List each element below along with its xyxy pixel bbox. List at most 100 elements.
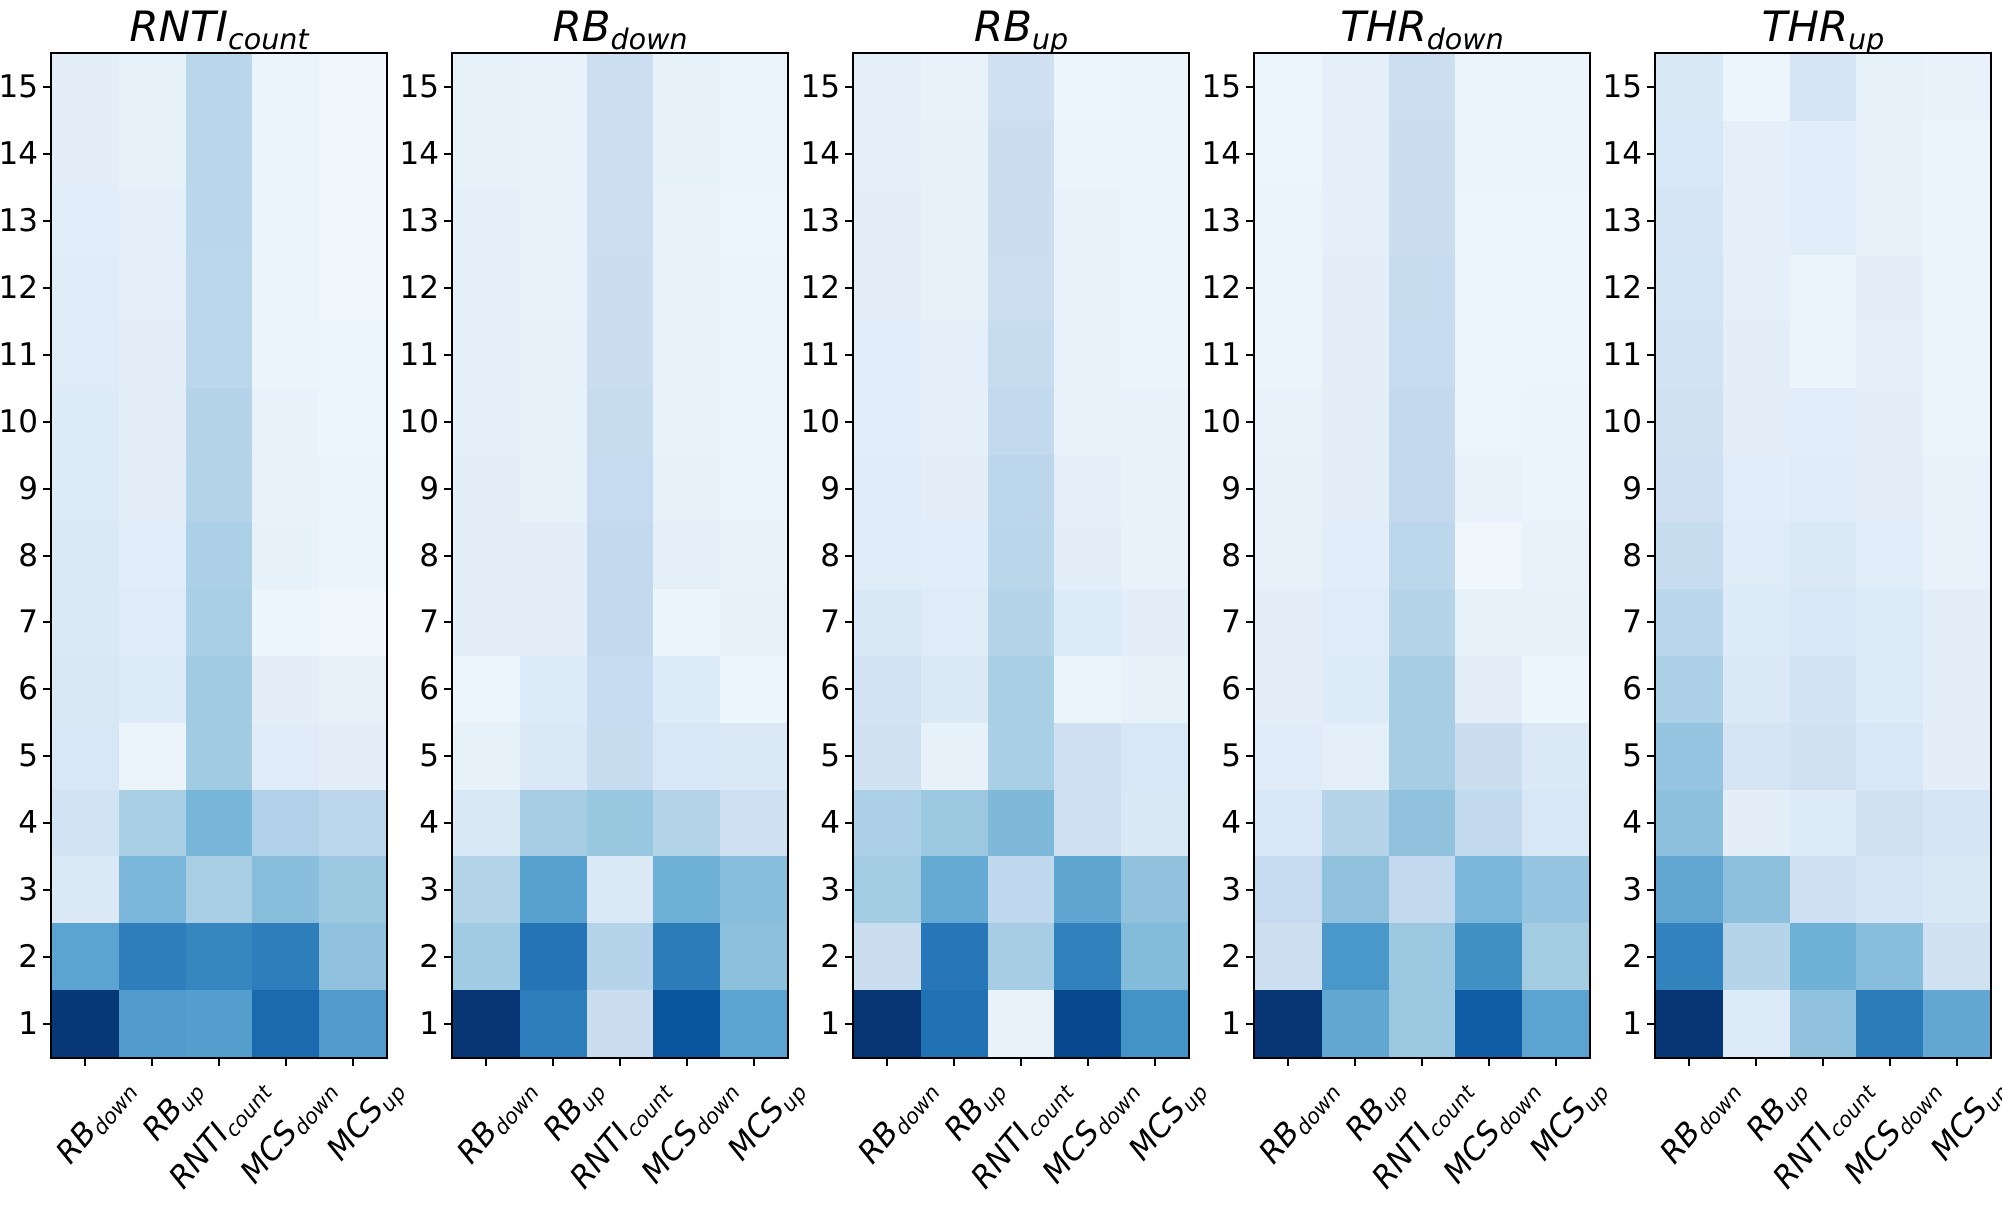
heatmap-cell xyxy=(653,923,721,991)
y-tick-label: 13 xyxy=(0,203,38,240)
heatmap-cell xyxy=(1388,789,1456,857)
heatmap-cell xyxy=(1321,321,1389,389)
heatmap-cell xyxy=(52,388,119,456)
heatmap-cell xyxy=(185,54,253,121)
heatmap-cell xyxy=(1321,588,1389,656)
heatmap-cell xyxy=(519,455,587,523)
heatmap-cell xyxy=(586,655,654,723)
y-tick-mark xyxy=(845,487,853,490)
heatmap-cell xyxy=(1856,388,1924,456)
heatmap-cell xyxy=(1722,54,1790,121)
heatmap-cell xyxy=(1789,923,1857,991)
heatmap-cell xyxy=(1455,254,1523,322)
y-tick-label: 9 xyxy=(419,470,439,507)
y-tick-label: 11 xyxy=(1602,336,1642,373)
label-subscript: down xyxy=(1426,21,1504,56)
heatmap-cell xyxy=(653,321,721,389)
y-tick-label: 15 xyxy=(0,69,38,106)
heatmap-cell xyxy=(1455,522,1523,589)
heatmap-cell xyxy=(1255,187,1322,255)
heatmap-cell xyxy=(185,588,253,656)
y-tick-mark xyxy=(1246,755,1254,758)
heatmap-cell xyxy=(1522,856,1589,924)
y-tick-mark xyxy=(845,353,853,356)
heatmap-cell xyxy=(854,722,921,790)
y-tick-mark xyxy=(43,153,51,156)
heatmap-cell xyxy=(118,789,186,857)
heatmap-cell xyxy=(854,990,921,1057)
heatmap-cell xyxy=(453,254,520,322)
heatmap-cell xyxy=(252,856,320,924)
heatmap-cell xyxy=(252,455,320,523)
heatmap-cell xyxy=(1321,388,1389,456)
heatmap-cell xyxy=(118,321,186,389)
heatmap-cell xyxy=(1856,120,1924,188)
y-tick-mark xyxy=(1647,621,1655,624)
heatmap-grid xyxy=(1253,52,1591,1059)
heatmap-cell xyxy=(453,455,520,523)
y-tick-label: 10 xyxy=(1602,403,1642,440)
y-tick-label: 15 xyxy=(1201,69,1241,106)
heatmap-cell xyxy=(519,655,587,723)
heatmap-cell xyxy=(252,388,320,456)
heatmap-cell xyxy=(319,588,386,656)
heatmap-cell xyxy=(185,120,253,188)
heatmap-cell xyxy=(720,655,787,723)
heatmap-cell xyxy=(519,856,587,924)
heatmap-cell xyxy=(1455,54,1523,121)
heatmap-cell xyxy=(1789,655,1857,723)
x-tick-mark xyxy=(1354,1058,1357,1066)
label-subscript: count xyxy=(228,21,309,56)
heatmap-cell xyxy=(1321,455,1389,523)
heatmap-cell xyxy=(920,856,988,924)
y-tick-label: 10 xyxy=(399,403,439,440)
y-tick-mark xyxy=(1246,153,1254,156)
heatmap-cell xyxy=(987,120,1055,188)
heatmap-grid xyxy=(1654,52,1992,1059)
y-tick-mark xyxy=(1246,621,1254,624)
y-tick-mark xyxy=(43,487,51,490)
heatmap-cell xyxy=(1255,923,1322,991)
heatmap-cell xyxy=(1522,254,1589,322)
y-tick-label: 8 xyxy=(18,537,38,574)
heatmap-cell xyxy=(1121,455,1188,523)
heatmap-cell xyxy=(252,923,320,991)
y-tick-mark xyxy=(845,420,853,423)
heatmap-cell xyxy=(519,588,587,656)
y-tick-label: 13 xyxy=(399,203,439,240)
x-tick-label: RBdown xyxy=(851,1071,945,1172)
label-main: RB xyxy=(552,2,611,51)
heatmap-cell xyxy=(586,522,654,589)
heatmap-cell xyxy=(52,254,119,322)
heatmap-cell xyxy=(319,455,386,523)
heatmap-cell xyxy=(1121,54,1188,121)
heatmap-cell xyxy=(1121,522,1188,589)
y-tick-mark xyxy=(444,755,452,758)
y-tick-label: 3 xyxy=(820,871,840,908)
heatmap-cell xyxy=(1656,789,1723,857)
y-tick-mark xyxy=(444,153,452,156)
heatmap-cell xyxy=(185,856,253,924)
label-subscript: down xyxy=(610,21,688,56)
heatmap-cell xyxy=(319,856,386,924)
x-tick-mark xyxy=(1688,1058,1691,1066)
x-tick-mark xyxy=(1888,1058,1891,1066)
heatmap-cell xyxy=(118,856,186,924)
heatmap-cell xyxy=(1054,120,1122,188)
heatmap-cell xyxy=(920,588,988,656)
heatmap-cell xyxy=(1522,321,1589,389)
heatmap-cell xyxy=(1856,722,1924,790)
heatmap-cell xyxy=(1321,522,1389,589)
heatmap-cell xyxy=(52,789,119,857)
heatmap-cell xyxy=(1121,187,1188,255)
heatmap-cell xyxy=(1522,588,1589,656)
heatmap-cell xyxy=(1321,187,1389,255)
heatmap-cell xyxy=(453,655,520,723)
label-main: RB xyxy=(973,2,1032,51)
y-tick-label: 5 xyxy=(18,738,38,775)
heatmap-cell xyxy=(720,388,787,456)
heatmap-cell xyxy=(1856,54,1924,121)
y-tick-mark xyxy=(444,888,452,891)
heatmap-cell xyxy=(1789,120,1857,188)
y-tick-mark xyxy=(1246,487,1254,490)
